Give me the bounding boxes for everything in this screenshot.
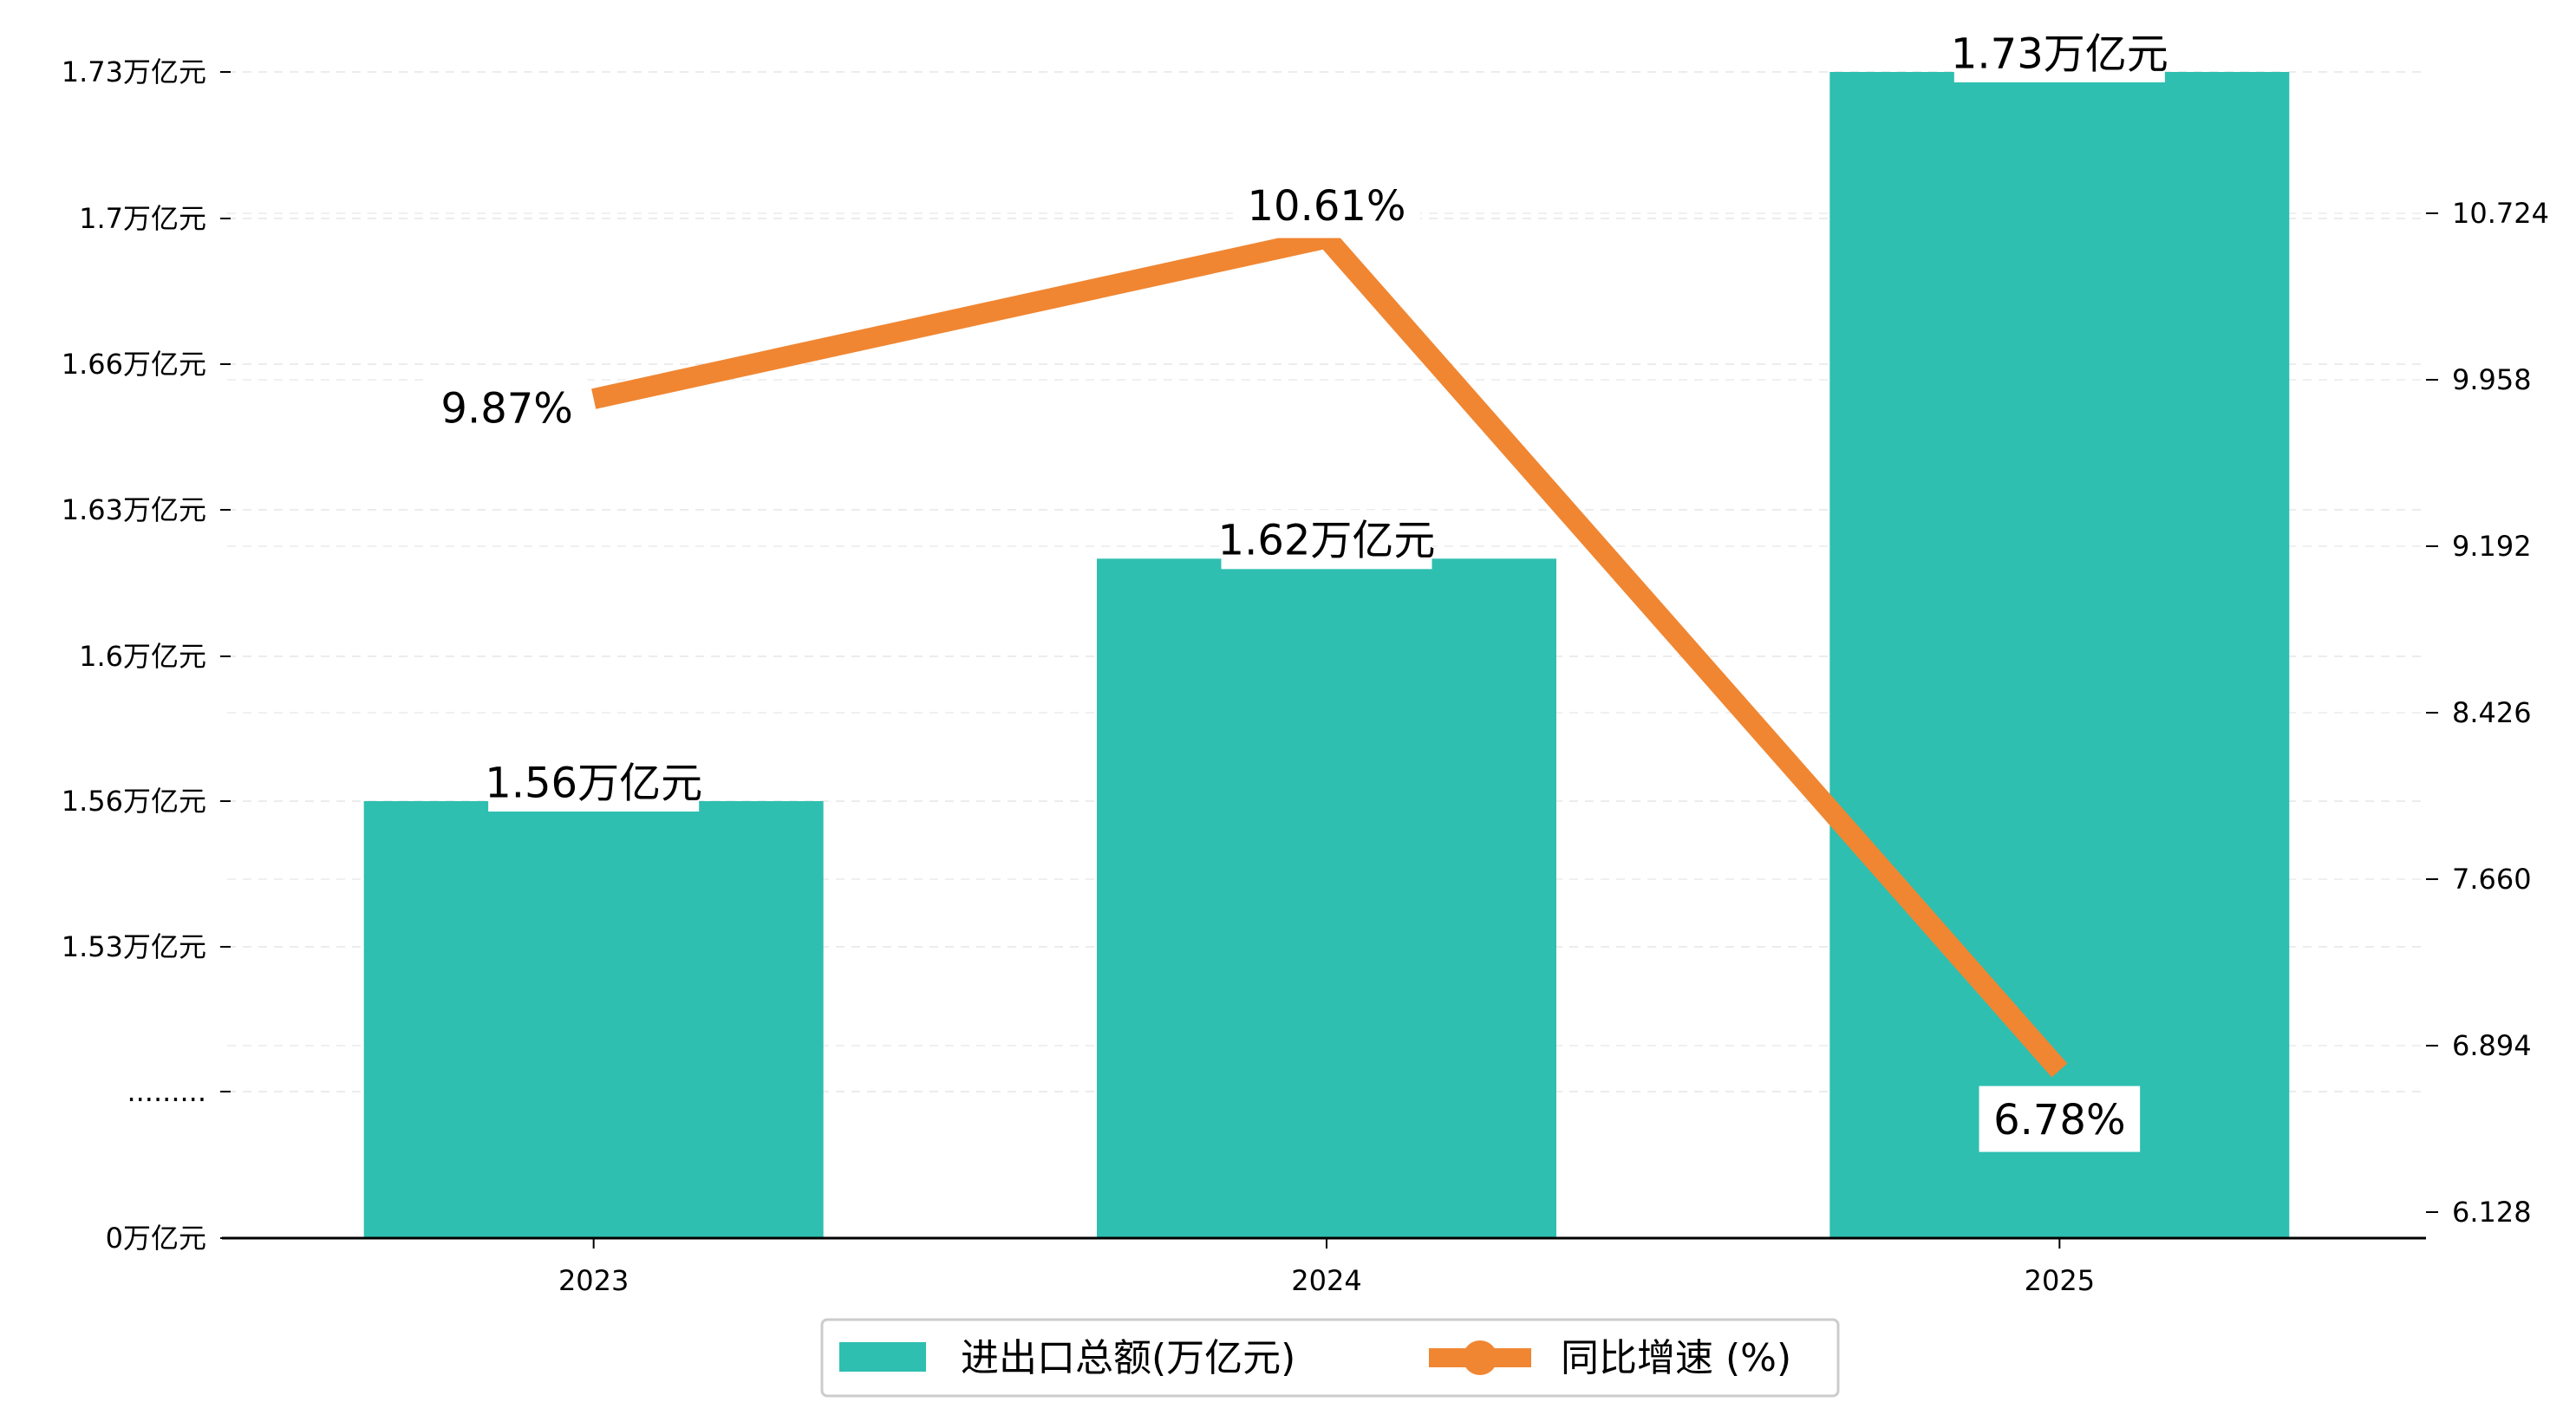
growth-value-label-2025-bg [1979, 1086, 2141, 1152]
y-left-tick-label: 1.66万亿元 [62, 348, 206, 381]
y-left-tick-label: ......... [127, 1075, 206, 1108]
bar-value-label-2024-text: 1.62万亿元 [1218, 517, 1436, 565]
y-left-tick-label: 1.6万亿元 [79, 640, 206, 673]
growth-value-label-2025-text: 6.78% [1993, 1096, 2125, 1144]
legend-frame [820, 1318, 1840, 1398]
growth-value-label-2024-text: 10.61% [1247, 182, 1405, 231]
growth-value-label-2023-bg [426, 375, 588, 441]
growth-value-label-2023-text: 9.87% [440, 384, 572, 433]
y-right-tick-label: 6.128 [2452, 1196, 2532, 1229]
legend-marker-dot [1463, 1340, 1497, 1375]
legend-swatch-bar [839, 1342, 926, 1372]
bar-value-label-2024-bg [1221, 510, 1432, 570]
growth-value-label-2023: 9.87% [426, 375, 588, 441]
legend: 进出口总额(万亿元) 同比增速 (%) [820, 1318, 1840, 1398]
bar-value-label-2023: 1.56万亿元 [485, 753, 702, 812]
bars [363, 72, 2290, 1238]
bar-2024 [1097, 558, 1556, 1238]
x-tick-label: 2024 [1291, 1264, 1361, 1297]
y-right-tick-label: 6.894 [2452, 1029, 2532, 1062]
y-right-tick-label: 7.660 [2452, 863, 2532, 896]
y-right-tick-label: 10.724 [2452, 197, 2549, 230]
bar-value-label-2025-text: 1.73万亿元 [1951, 29, 2168, 78]
y-left-tick-label: 1.56万亿元 [62, 785, 206, 818]
bar-value-label-2023-text: 1.56万亿元 [485, 759, 702, 807]
y-left-tick-label: 1.63万亿元 [62, 493, 206, 526]
y-right-tick-label: 8.426 [2452, 696, 2532, 729]
bar-value-label-2023-bg [488, 753, 700, 812]
x-tick-label: 2023 [558, 1264, 629, 1297]
growth-value-label-2024-bg [1232, 172, 1421, 238]
data-labels: 1.56万亿元 1.62万亿元 1.73万亿元 9.87% 10.61% 6.78% [426, 23, 2168, 1152]
bar-value-label-2025: 1.73万亿元 [1951, 23, 2168, 82]
legend-label-line: 同比增速 (%) [1561, 1336, 1791, 1380]
x-tick-label: 2025 [2025, 1264, 2095, 1297]
growth-value-label-2024: 10.61% [1232, 172, 1421, 238]
y-left-tick-label: 1.7万亿元 [79, 202, 206, 235]
growth-value-label-2025: 6.78% [1979, 1086, 2141, 1152]
y-left-tick-label: 0万亿元 [106, 1222, 206, 1255]
y-left-tick-label: 1.73万亿元 [62, 55, 206, 88]
y-right-tick-label: 9.192 [2452, 530, 2532, 563]
bar-2025 [1829, 72, 2290, 1238]
y-left-tick-label: 1.53万亿元 [62, 930, 206, 963]
bar-2023 [363, 801, 824, 1238]
legend-label-bar: 进出口总额(万亿元) [961, 1336, 1295, 1380]
bar-value-label-2024: 1.62万亿元 [1218, 510, 1436, 570]
bar-value-label-2025-bg [1953, 23, 2165, 82]
axes: 0万亿元......... 1.53万亿元 1.56万亿元 1.6万亿元 1.63万亿元… [62, 55, 2549, 1297]
y-right-tick-label: 9.958 [2452, 363, 2532, 396]
